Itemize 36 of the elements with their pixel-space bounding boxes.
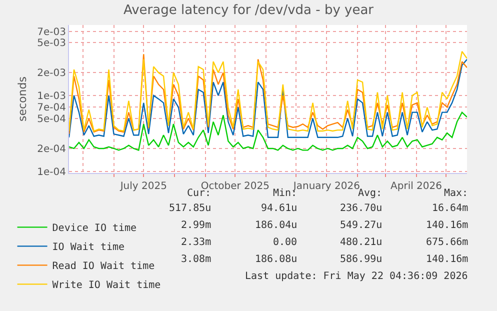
text: 94.61u bbox=[261, 203, 298, 214]
text: 2.33m bbox=[181, 237, 212, 248]
legend-label: Write IO Wait time bbox=[52, 280, 161, 292]
text: Last update: Fri May 22 04:36:09 2026 bbox=[245, 271, 468, 282]
y-tick-label: 2e-04 bbox=[37, 144, 66, 155]
x-tick-label: April 2026 bbox=[390, 181, 442, 192]
y-axis-title: seconds bbox=[16, 76, 29, 122]
legend-label: Device IO time bbox=[52, 223, 137, 234]
text: 140.16m bbox=[426, 220, 468, 231]
y-tick-label: 2e-03 bbox=[37, 68, 66, 80]
x-tick-label: July 2025 bbox=[119, 181, 167, 192]
text: 480.21u bbox=[340, 237, 382, 248]
text: 140.16m bbox=[426, 254, 468, 265]
chart-title: Average latency for /dev/vda - by year bbox=[123, 3, 374, 18]
text: 549.27u bbox=[340, 220, 382, 231]
text: 186.04u bbox=[255, 220, 298, 231]
y-tick-label: 7e-04 bbox=[37, 102, 66, 114]
text: 16.64m bbox=[432, 203, 468, 214]
legend-label: IO Wait time bbox=[52, 242, 125, 254]
text: 517.85u bbox=[169, 203, 212, 214]
text: Max: bbox=[444, 188, 468, 199]
text: 3.08m bbox=[181, 254, 212, 265]
y-tick-label: 1e-04 bbox=[37, 166, 66, 178]
legend-label: Read IO Wait time bbox=[52, 261, 155, 272]
text: 186.08u bbox=[255, 254, 298, 265]
y-tick-label: 5e-04 bbox=[37, 114, 66, 125]
text: 2.99m bbox=[181, 220, 212, 231]
y-tick-label: 5e-03 bbox=[37, 38, 66, 49]
text: 675.66m bbox=[426, 237, 468, 248]
line-series bbox=[69, 112, 467, 151]
y-tick-label: 7e-03 bbox=[37, 26, 66, 38]
text: 0.00 bbox=[273, 237, 298, 248]
text: 586.99u bbox=[340, 254, 382, 265]
y-tick-label: 1e-03 bbox=[37, 90, 66, 102]
text: Avg: bbox=[358, 188, 382, 199]
text: 236.70u bbox=[340, 203, 382, 214]
